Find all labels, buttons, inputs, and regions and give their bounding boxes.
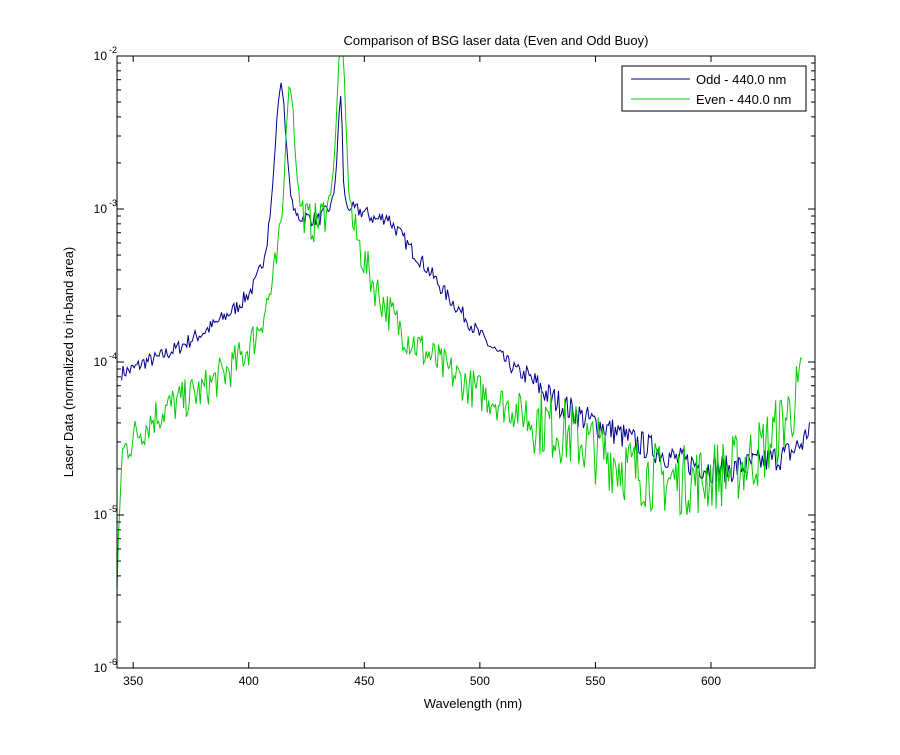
series-line-odd	[121, 82, 810, 484]
x-axis-label: Wavelength (nm)	[424, 696, 523, 711]
legend-box	[621, 65, 807, 112]
y-tick-label: 10	[94, 202, 108, 216]
series-line-even	[117, 56, 803, 593]
y-tick-label: 10	[94, 49, 108, 63]
legend: Odd - 440.0 nm Even - 440.0 nm	[621, 65, 807, 112]
x-tick-label: 350	[123, 674, 143, 688]
x-tick-label: 550	[585, 674, 605, 688]
y-tick-exponent: -3	[109, 198, 117, 208]
x-tick-label: 500	[470, 674, 490, 688]
x-tick-label: 600	[701, 674, 721, 688]
y-tick-label: 10	[94, 355, 108, 369]
x-tick-label: 450	[354, 674, 374, 688]
x-tick-label: 400	[239, 674, 259, 688]
y-tick-exponent: -6	[109, 657, 117, 667]
y-tick-exponent: -5	[109, 504, 117, 514]
y-tick-label: 10	[94, 661, 108, 675]
legend-odd-label: Odd - 440.0 nm	[696, 72, 786, 87]
y-tick-exponent: -4	[109, 351, 117, 361]
plot-area	[117, 56, 815, 668]
chart-title: Comparison of BSG laser data (Even and O…	[344, 33, 649, 48]
y-tick-label: 10	[94, 508, 108, 522]
legend-even-label: Even - 440.0 nm	[696, 92, 791, 107]
y-tick-exponent: -2	[109, 45, 117, 55]
series-layer	[117, 56, 810, 593]
y-axis-label: Laser Data (normalized to in-band area)	[61, 247, 76, 478]
